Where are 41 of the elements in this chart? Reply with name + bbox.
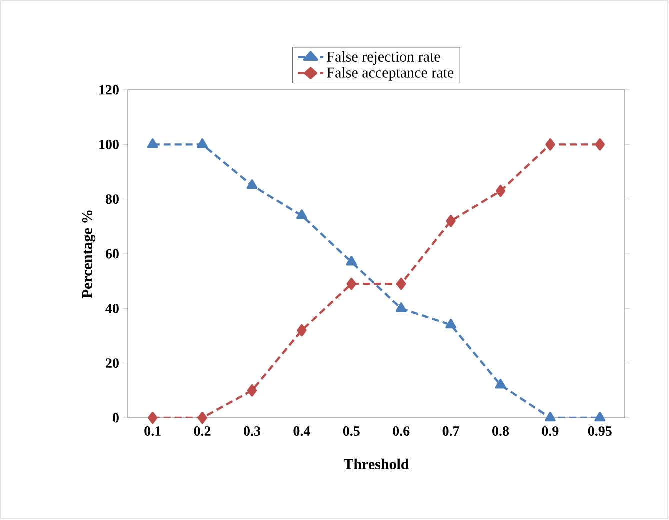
x-tick-label: 0.3 [244,426,261,436]
point [346,278,356,290]
point [446,215,456,228]
point [446,318,456,329]
point [594,412,606,422]
y-tick-label: 60 [106,249,119,259]
point [247,384,258,397]
legend-label: False acceptance rate [327,67,454,81]
x-tick-label: 0.1 [144,426,161,436]
y-tick-label: 80 [106,194,119,204]
y-axis-title: Percentage % [82,210,96,298]
y-tick-label: 20 [106,358,119,368]
point [246,180,258,190]
x-tick-label: 0.2 [194,426,211,436]
point [546,138,556,151]
point [148,412,158,424]
point [297,324,307,337]
x-tick-label: 0.7 [442,426,460,436]
x-tick-label: 0.4 [294,426,310,436]
y-tick-label: 0 [113,413,119,423]
point [197,138,208,148]
point [595,138,605,151]
point [198,412,208,424]
x-tick-label: 0.95 [588,426,612,436]
y-tick-label: 120 [100,85,119,95]
legend-label: False rejection rate [327,51,440,66]
x-tick-label: 0.8 [492,426,510,436]
point [396,278,406,290]
point [545,412,556,422]
point [346,256,358,266]
point [495,379,506,389]
point [396,302,407,312]
point [147,138,158,148]
x-tick-label: 0.9 [542,426,559,436]
x-tick-label: 0.6 [393,426,410,436]
y-tick-label: 40 [106,304,119,314]
x-axis-title: Threshold [344,458,410,470]
x-tick-label: 0.5 [343,426,360,436]
y-tick-label: 100 [100,140,119,150]
point [296,210,308,220]
point [496,185,506,198]
